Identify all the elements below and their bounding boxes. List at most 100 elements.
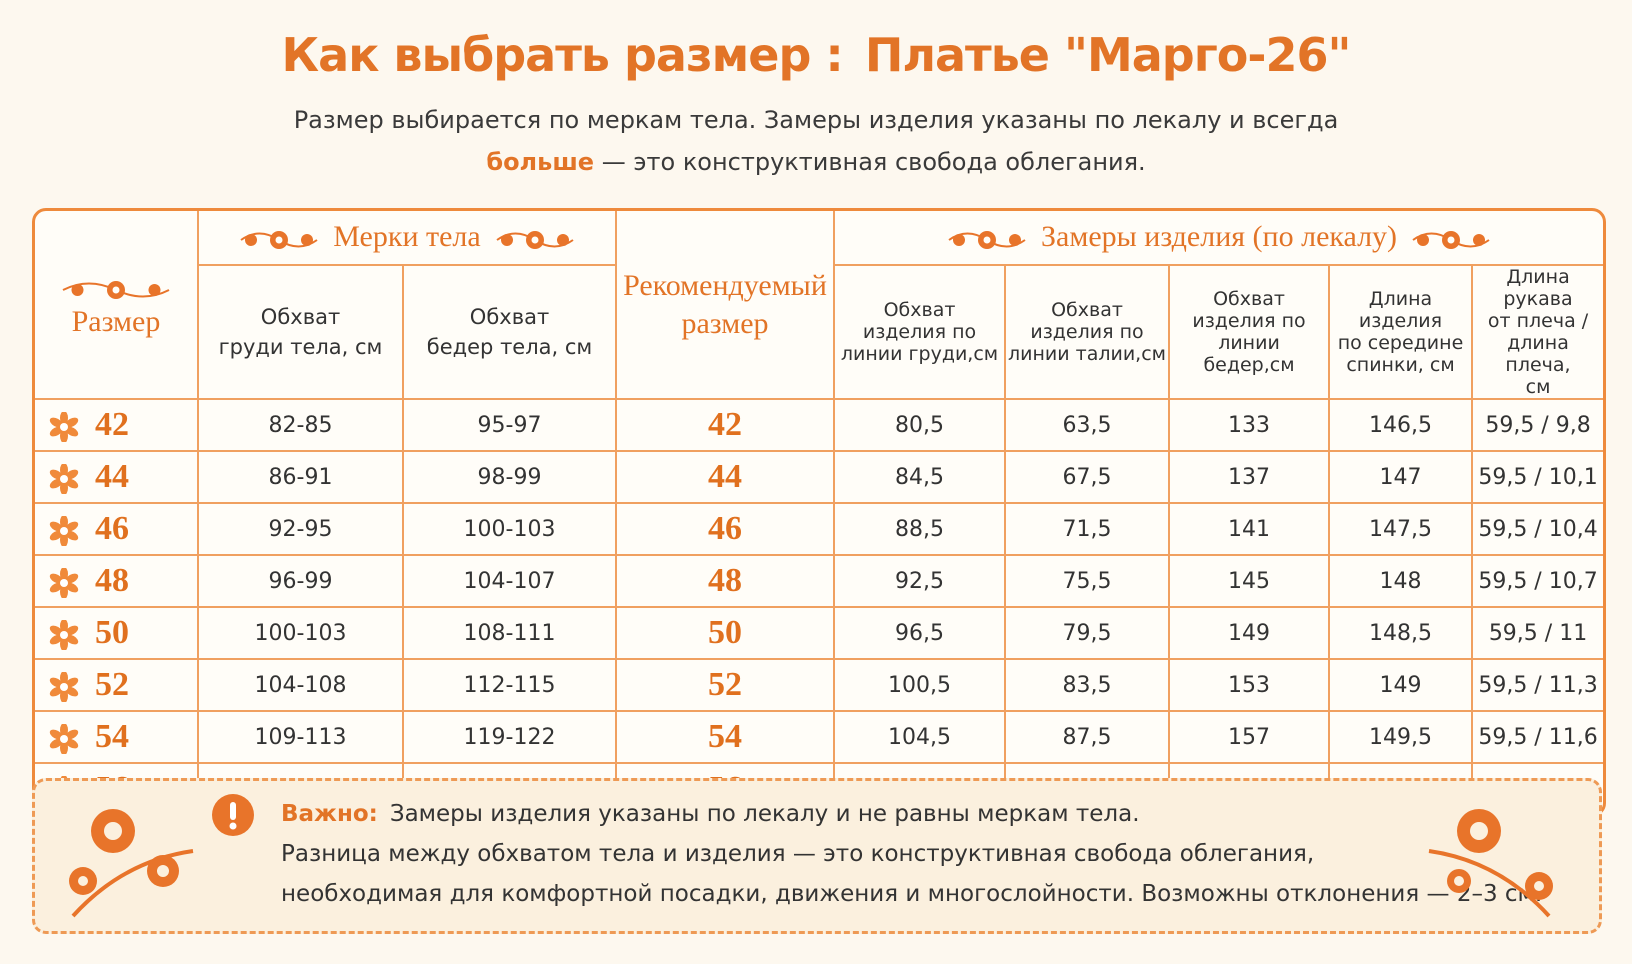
column-header: Обхват груди тела, см — [199, 266, 404, 400]
cell-value: 42 — [708, 406, 742, 443]
table-cell: 104,5 — [835, 712, 1006, 764]
title: Как выбрать размер : Платье "Марго-26" — [0, 28, 1632, 82]
subtitle-line: больше — это конструктивная свобода обле… — [0, 148, 1632, 176]
header-line: Длина изделия — [1358, 288, 1443, 332]
flower-icon — [49, 411, 79, 444]
cell-value: 46 — [95, 510, 129, 547]
table-cell: 46 — [35, 504, 199, 556]
cell-value: 50 — [95, 614, 129, 651]
floral-ornament — [69, 809, 194, 918]
table-cell: 92,5 — [835, 556, 1006, 608]
cell-value: 104-108 — [254, 672, 347, 698]
cell-value: 48 — [708, 562, 742, 599]
table-cell: 119-122 — [404, 712, 617, 764]
cell-value: 59,5 / 11,6 — [1478, 724, 1598, 750]
table-cell: 59,5 / 9,8 — [1473, 400, 1604, 452]
table-row: 42 82-85 95-97 42 80,5 63,5 133 146,5 59,5 / 9,8 — [35, 400, 1604, 452]
table-cell: 141 — [1170, 504, 1330, 556]
table-cell: 84,5 — [835, 452, 1006, 504]
cell-value: 100,5 — [888, 672, 951, 698]
title-text: Как выбрать размер : — [281, 28, 844, 82]
table-row: 52 104-108 112-115 52 100,5 83,5 153 149 59,5 / … — [35, 660, 1604, 712]
flower-icon — [49, 723, 79, 756]
column-header: Обхват изделия по линии груди,см — [835, 266, 1006, 400]
table-cell: 80,5 — [835, 400, 1006, 452]
table-row: 46 92-95 100-103 46 88,5 71,5 141 147,5 59,5 / 1… — [35, 504, 1604, 556]
note-line: необходимая для комфортной посадки, движ… — [281, 881, 1543, 907]
table-cell: 92-95 — [199, 504, 404, 556]
flower-icon — [49, 619, 79, 652]
header-line: изделия по — [1030, 321, 1144, 343]
table-cell: 46 — [617, 504, 835, 556]
table-cell: 59,5 / 10,4 — [1473, 504, 1604, 556]
cell-value: 104,5 — [888, 724, 951, 750]
ornament — [1412, 230, 1490, 249]
cell-value: 63,5 — [1062, 412, 1112, 438]
cell-value: 133 — [1228, 412, 1270, 438]
cell-value: 42 — [95, 406, 129, 443]
header-line: изделия по — [1192, 310, 1306, 332]
column-header: Длина рукава от плеча / длина плеча, см — [1473, 266, 1604, 400]
cell-value: 86-91 — [268, 464, 333, 490]
ornament — [948, 230, 1026, 249]
ornament — [62, 280, 170, 299]
header-line: линии бедер,см — [1203, 332, 1295, 376]
table-cell: 52 — [35, 660, 199, 712]
table-cell: 108-111 — [404, 608, 617, 660]
table-cell: 100-103 — [404, 504, 617, 556]
cell-value: 48 — [95, 562, 129, 599]
cell-value: 148,5 — [1369, 620, 1432, 646]
cell-value: 59,5 / 10,1 — [1478, 464, 1598, 490]
cell-value: 52 — [708, 666, 742, 703]
cell-value: 87,5 — [1062, 724, 1112, 750]
cell-value: 54 — [708, 718, 742, 755]
table-cell: 88,5 — [835, 504, 1006, 556]
table-cell: 137 — [1170, 452, 1330, 504]
header-line: Обхват — [1051, 299, 1123, 321]
table-cell: 157 — [1170, 712, 1330, 764]
table-cell: 147,5 — [1330, 504, 1473, 556]
cell-value: 157 — [1228, 724, 1270, 750]
cell-value: 59,5 / 9,8 — [1485, 412, 1591, 438]
cell-value: 147,5 — [1369, 516, 1432, 542]
table-cell: 59,5 / 10,7 — [1473, 556, 1604, 608]
flower-icon — [49, 671, 79, 704]
subtitle-line: Размер выбирается по меркам тела. Замеры… — [293, 106, 1339, 134]
garment-group-header: Замеры изделия (по лекалу) — [835, 211, 1604, 266]
cell-value: 96,5 — [895, 620, 944, 646]
cell-value: 146,5 — [1369, 412, 1432, 438]
table-cell: 100-103 — [199, 608, 404, 660]
note-label: Важно: — [281, 801, 378, 827]
table-cell: 146,5 — [1330, 400, 1473, 452]
table-cell: 104-108 — [199, 660, 404, 712]
recommended-group-header: Рекомендуемый размер — [617, 211, 835, 400]
cell-value: 92,5 — [895, 568, 944, 594]
header-line: Обхват — [469, 305, 550, 329]
table-cell: 48 — [35, 556, 199, 608]
table-cell: 50 — [35, 608, 199, 660]
table-cell: 96,5 — [835, 608, 1006, 660]
cell-value: 145 — [1228, 568, 1270, 594]
header-line: см — [1525, 376, 1551, 398]
size-table: Размер Мерки тела Рекомендуемый размер З… — [32, 208, 1607, 817]
cell-value: 149,5 — [1369, 724, 1432, 750]
cell-value: 50 — [708, 614, 742, 651]
table-cell: 147 — [1330, 452, 1473, 504]
table-cell: 79,5 — [1006, 608, 1170, 660]
header-line: спинки, см — [1346, 354, 1455, 376]
cell-value: 71,5 — [1062, 516, 1112, 542]
cell-value: 147 — [1379, 464, 1422, 490]
table-cell: 59,5 / 11,6 — [1473, 712, 1604, 764]
size-group-header: Размер — [35, 211, 199, 400]
header-line: от плеча / — [1487, 310, 1589, 332]
cell-value: 79,5 — [1062, 620, 1112, 646]
table-cell: 71,5 — [1006, 504, 1170, 556]
table-cell: 149 — [1330, 660, 1473, 712]
cell-value: 100-103 — [254, 620, 347, 646]
table-cell: 148 — [1330, 556, 1473, 608]
cell-value: 141 — [1228, 516, 1270, 542]
cell-value: 44 — [95, 458, 129, 495]
table-cell: 63,5 — [1006, 400, 1170, 452]
subtitle-text: — это конструктивная свобода облегания. — [601, 148, 1146, 176]
table-row: 54 109-113 119-122 54 104,5 87,5 157 149,5 59,5 … — [35, 712, 1604, 764]
